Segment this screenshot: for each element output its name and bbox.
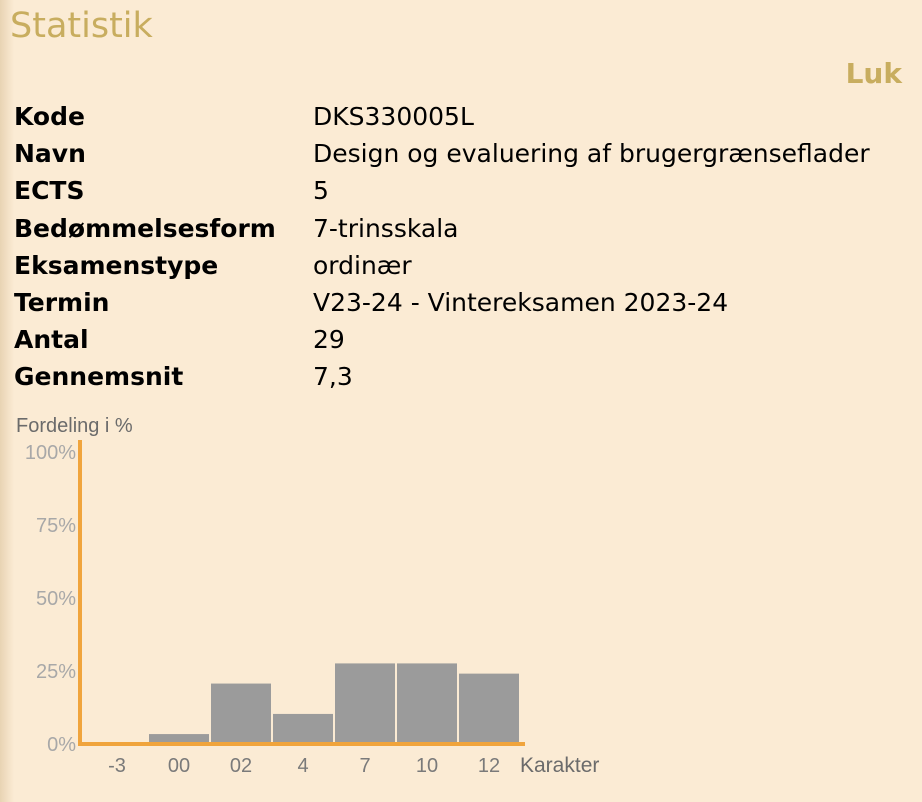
info-label: ECTS [14, 176, 85, 206]
x-tick-label: 00 [168, 755, 190, 777]
chart-bar [273, 713, 333, 744]
chart-bar [397, 663, 457, 744]
info-row-term: Termin V23-24 - Vintereksamen 2023-24 [14, 284, 870, 321]
info-row-count: Antal 29 [14, 321, 870, 358]
x-tick-label: 4 [297, 755, 308, 777]
x-tick-label: 7 [359, 755, 370, 777]
chart-y-axis-label: Fordeling i % [16, 415, 133, 437]
y-tick-label: 50% [36, 588, 76, 610]
chart-bar [211, 683, 271, 744]
info-row-average: Gennemsnit 7,3 [14, 358, 870, 395]
info-value: 7-trinsskala [313, 213, 459, 243]
x-tick-label: -3 [108, 755, 126, 777]
info-row-ects: ECTS 5 [14, 172, 870, 209]
chart-bar [335, 663, 395, 744]
info-row-exam-type: Eksamenstype ordinær [14, 247, 870, 284]
info-label: Gennemsnit [14, 362, 184, 392]
info-label: Kode [14, 102, 85, 132]
chart-x-axis-label: Karakter [520, 754, 599, 777]
info-label: Bedømmelsesform [14, 213, 276, 243]
chart-bar [459, 673, 519, 744]
y-tick-label: 100% [25, 442, 76, 464]
y-tick-label: 25% [36, 661, 76, 683]
x-tick-label: 02 [230, 755, 252, 777]
page-edge-shadow [0, 0, 14, 802]
info-value: V23-24 - Vintereksamen 2023-24 [313, 288, 729, 318]
info-value: 29 [313, 325, 345, 355]
info-row-grading: Bedømmelsesform 7-trinsskala [14, 210, 870, 247]
info-label: Navn [14, 139, 86, 169]
info-label: Termin [14, 288, 110, 318]
info-value: 7,3 [313, 362, 353, 392]
info-label: Eksamenstype [14, 250, 219, 280]
y-tick-label: 75% [36, 515, 76, 537]
info-value: Design og evaluering af brugergrænseflad… [313, 139, 870, 169]
chart-bar [149, 734, 209, 744]
x-tick-label: 10 [416, 755, 438, 777]
info-value: DKS330005L [313, 102, 474, 132]
info-label: Antal [14, 325, 89, 355]
page-title: Statistik [10, 6, 153, 46]
x-tick-label: 12 [478, 755, 500, 777]
course-info-table: Kode DKS330005L Navn Design og evaluerin… [14, 98, 870, 396]
grade-distribution-chart: Fordeling i % 0% 25% 50% 75% 100% -3 00 02 4 7 10… [16, 415, 599, 777]
y-tick-label: 0% [47, 734, 76, 756]
close-link[interactable]: Luk [845, 57, 902, 90]
info-row-code: Kode DKS330005L [14, 98, 870, 135]
info-value: ordinær [313, 250, 412, 280]
info-row-name: Navn Design og evaluering af brugergræns… [14, 135, 870, 172]
info-value: 5 [313, 176, 329, 206]
